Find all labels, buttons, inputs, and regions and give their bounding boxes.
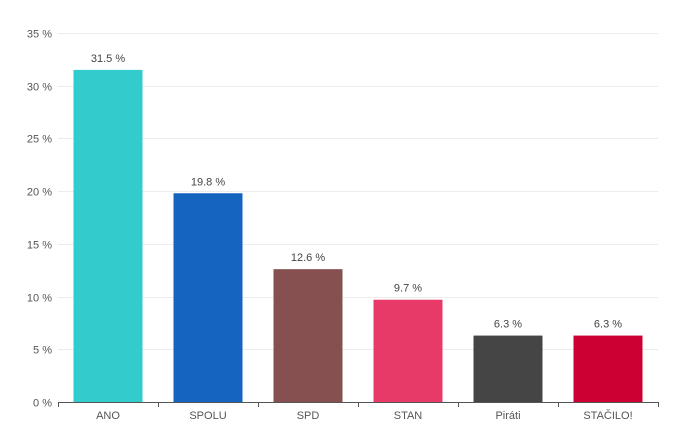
y-tick-label: 25 % <box>27 134 52 146</box>
x-tick-label: STAN <box>394 410 423 422</box>
x-axis-labels: ANO SPOLU SPD STAN Piráti STAČILO! <box>96 409 633 422</box>
x-axis <box>58 402 659 407</box>
x-tick-label: Piráti <box>495 410 520 422</box>
y-axis-ticks: 0 % 5 % 10 % 15 % 20 % 25 % 30 % 35 % <box>27 29 52 410</box>
bars <box>73 69 643 403</box>
x-tick-label: SPD <box>297 410 320 422</box>
y-tick-label: 35 % <box>27 29 52 41</box>
y-tick-label: 5 % <box>33 345 52 357</box>
y-tick-label: 15 % <box>27 240 52 252</box>
bar <box>173 193 243 402</box>
bar <box>73 69 143 403</box>
bar-value-label: 31.5 % <box>91 53 125 65</box>
y-tick-label: 10 % <box>27 293 52 305</box>
grid-lines <box>58 33 658 350</box>
y-tick-label: 20 % <box>27 187 52 199</box>
bar-value-label: 19.8 % <box>191 176 225 188</box>
y-tick-label: 30 % <box>27 82 52 94</box>
bar <box>373 299 443 402</box>
bar-value-label: 6.3 % <box>494 319 522 331</box>
value-labels: 31.5 % 19.8 % 12.6 % 9.7 % 6.3 % 6.3 % <box>91 53 622 331</box>
bar-value-label: 12.6 % <box>291 252 325 264</box>
bar <box>473 335 543 402</box>
bar <box>573 335 643 402</box>
x-tick-label: ANO <box>96 410 120 422</box>
x-tick-label: SPOLU <box>189 410 226 422</box>
bar <box>273 269 343 402</box>
y-tick-label: 0 % <box>33 398 52 410</box>
x-tick-label: STAČILO! <box>583 409 632 422</box>
bar-value-label: 9.7 % <box>394 283 422 295</box>
bar-value-label: 6.3 % <box>594 319 622 331</box>
